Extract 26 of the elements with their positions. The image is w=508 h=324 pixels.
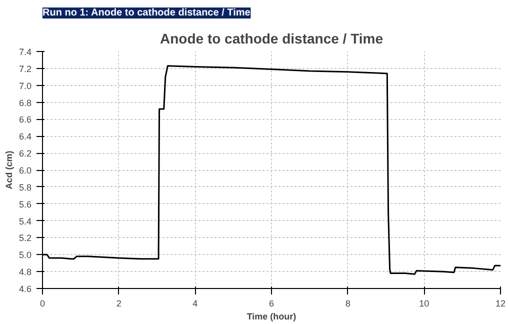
y-tick-label: 6.6 [18, 114, 32, 125]
y-axis-title: Acd (cm) [4, 150, 14, 190]
chart-title: Anode to cathode distance / Time [160, 30, 384, 46]
y-tick-label: 5.8 [18, 182, 32, 192]
y-tick-label: 6.8 [18, 98, 32, 108]
y-tick-label: 7.0 [18, 80, 32, 91]
y-tick-label: 5.0 [18, 250, 32, 260]
text: Run no 1: Anode to cathode distance / Time [42, 8, 251, 18]
y-tick-label: 4.6 [18, 284, 32, 294]
x-tick-label: 12 [495, 298, 506, 308]
y-tick-label: 6.4 [18, 132, 32, 142]
y-tick-label: 5.6 [18, 199, 32, 210]
y-tick-label: 5.2 [18, 233, 32, 244]
x-tick-label: 8 [345, 298, 350, 308]
y-tick-label: 4.8 [18, 267, 32, 278]
x-tick-label: 6 [268, 298, 274, 308]
x-tick-label: 4 [192, 298, 198, 308]
y-tick-label: 6.0 [18, 166, 32, 176]
x-tick-label: 2 [116, 298, 122, 308]
x-tick-label: 10 [419, 298, 430, 308]
x-tick-label: 0 [40, 298, 46, 308]
x-axis-title: Time (hour) [246, 312, 296, 322]
y-tick-label: 7.2 [18, 64, 32, 74]
y-tick-label: 5.4 [18, 216, 32, 226]
y-tick-label: 7.4 [18, 47, 32, 57]
y-tick-label: 6.2 [18, 148, 32, 159]
